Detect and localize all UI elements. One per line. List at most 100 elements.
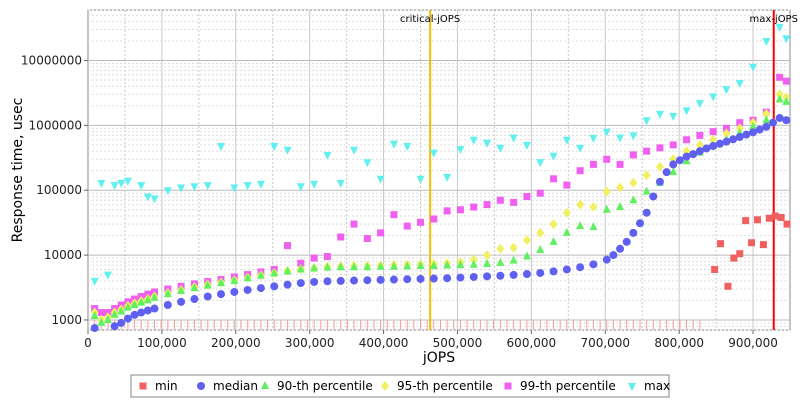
data-point	[522, 270, 531, 279]
legend-marker	[628, 383, 636, 391]
data-point	[143, 295, 152, 304]
data-point	[724, 282, 732, 290]
data-point	[243, 182, 252, 191]
data-point	[775, 89, 784, 100]
data-point	[243, 273, 252, 282]
data-point	[496, 271, 505, 280]
data-point	[523, 193, 531, 201]
data-point	[749, 63, 758, 72]
data-point	[143, 306, 152, 315]
data-point	[363, 159, 372, 168]
data-point	[536, 189, 544, 197]
data-point	[163, 289, 172, 298]
data-point	[90, 324, 99, 333]
data-point	[642, 117, 651, 126]
data-point	[90, 311, 99, 320]
data-point	[390, 211, 398, 219]
data-point	[669, 160, 678, 169]
legend-marker	[139, 382, 147, 390]
data-point	[509, 134, 518, 143]
data-point	[749, 128, 758, 137]
data-point	[483, 201, 491, 209]
x-tick-label: 800,000	[654, 336, 704, 350]
data-point	[177, 297, 186, 306]
data-point	[110, 309, 119, 318]
data-point	[443, 274, 452, 283]
series-max	[90, 23, 791, 286]
data-point	[536, 227, 545, 238]
series-min	[711, 212, 791, 290]
data-point	[190, 183, 199, 192]
data-point	[711, 265, 719, 273]
data-point	[562, 265, 571, 274]
data-point	[709, 93, 718, 102]
x-tick-label: 400,000	[359, 336, 409, 350]
legend-label: max	[644, 379, 670, 393]
data-point	[669, 112, 678, 121]
data-point	[483, 139, 492, 148]
data-point	[123, 177, 132, 186]
data-point	[496, 257, 505, 266]
data-point	[103, 271, 112, 280]
y-tick-label: 10000000	[21, 53, 82, 67]
data-point	[675, 156, 684, 165]
data-point	[150, 304, 159, 313]
data-point	[417, 218, 425, 226]
data-point	[762, 115, 771, 124]
data-point	[117, 318, 126, 327]
data-point	[509, 270, 518, 279]
data-point	[722, 124, 730, 132]
data-point	[536, 244, 545, 253]
data-point	[323, 277, 332, 286]
data-point	[243, 285, 252, 294]
data-point	[117, 179, 126, 188]
data-point	[522, 235, 531, 246]
data-point	[110, 322, 119, 331]
data-point	[150, 195, 159, 204]
data-point	[496, 144, 505, 153]
data-point	[217, 278, 226, 287]
data-point	[483, 250, 492, 261]
data-point	[589, 260, 598, 269]
data-point	[509, 242, 518, 253]
data-point	[496, 243, 505, 254]
data-point	[642, 170, 651, 181]
data-point	[310, 254, 318, 262]
data-point	[270, 268, 279, 277]
data-point	[749, 121, 758, 130]
legend-label: 90-th percentile	[277, 379, 373, 393]
data-point	[363, 235, 371, 243]
data-point	[549, 267, 558, 276]
data-point	[350, 220, 358, 228]
data-point	[483, 272, 492, 281]
data-point	[722, 137, 731, 146]
data-point	[635, 219, 644, 228]
data-point	[429, 260, 438, 269]
data-point	[323, 262, 332, 271]
data-point	[748, 239, 756, 247]
data-point	[150, 292, 159, 301]
x-tick-label: 100,000	[137, 336, 187, 350]
data-point	[589, 202, 598, 213]
data-point	[576, 144, 585, 153]
data-point	[163, 301, 172, 310]
data-point	[403, 275, 412, 284]
data-points	[90, 23, 791, 333]
data-point	[765, 214, 773, 222]
data-point	[403, 222, 411, 230]
data-point	[509, 255, 518, 264]
data-point	[350, 276, 359, 285]
data-point	[310, 277, 319, 286]
data-point	[753, 216, 761, 224]
data-point	[782, 77, 790, 85]
data-point	[762, 108, 771, 119]
data-point	[456, 206, 464, 214]
data-point	[137, 182, 146, 191]
data-point	[376, 175, 385, 184]
data-point	[97, 309, 105, 317]
data-point	[562, 136, 571, 145]
data-point	[669, 167, 678, 176]
data-point	[649, 192, 658, 201]
rug-ticks	[94, 319, 701, 330]
data-point	[689, 150, 698, 159]
